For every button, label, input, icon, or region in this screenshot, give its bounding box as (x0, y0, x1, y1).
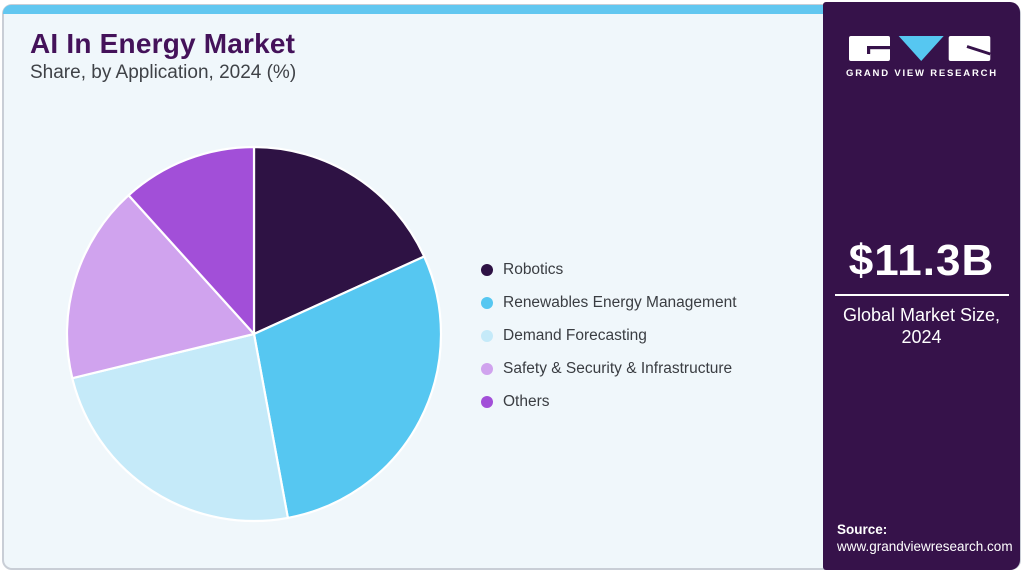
legend-item-renewables-energy-management: Renewables Energy Management (481, 286, 737, 319)
chart-subtitle: Share, by Application, 2024 (%) (30, 62, 297, 83)
legend-dot-demand-forecasting (481, 329, 493, 342)
legend-label: Robotics (503, 260, 564, 278)
gvr-logo-icon: GRAND VIEW RESEARCH (846, 36, 998, 79)
legend-label: Safety & Security & Infrastructure (503, 359, 733, 377)
legend-dot-robotics (481, 263, 493, 276)
sidebar: GRAND VIEW RESEARCH $11.3B Global Market… (823, 2, 1020, 570)
legend-item-robotics: Robotics (481, 253, 737, 286)
market-size-caption-line1: Global Market Size, (842, 305, 1001, 325)
pie-chart (62, 142, 446, 526)
legend-label: Others (503, 392, 550, 410)
market-size-caption-line2: 2024 (901, 326, 942, 347)
legend: Robotics Renewables Energy Management De… (481, 253, 737, 418)
legend-item-others: Others (481, 385, 737, 418)
legend-item-safety-security-infrastructure: Safety & Security & Infrastructure (481, 352, 737, 385)
market-size-divider (834, 294, 1009, 296)
pie-chart-svg (65, 145, 443, 523)
source-block: Source: www.grandviewresearch.com (837, 522, 1013, 554)
pie-slice-renewables-energy-management (252, 255, 443, 519)
market-size-value: $11.3B (848, 236, 995, 285)
pie-slice-safety-security-infrastructure (65, 194, 256, 380)
source-url: www.grandviewresearch.com (837, 539, 1013, 554)
legend-dot-others (481, 395, 493, 408)
legend-label: Renewables Energy Management (503, 293, 737, 311)
pie-slice-others (127, 145, 256, 336)
gvr-logo: GRAND VIEW RESEARCH (837, 26, 1007, 89)
gvr-logo-text: GRAND VIEW RESEARCH (846, 68, 998, 79)
legend-label: Demand Forecasting (503, 326, 647, 344)
chart-title: AI In Energy Market (30, 28, 296, 59)
pie-slice-demand-forecasting (71, 332, 289, 523)
legend-dot-renewables-energy-management (481, 296, 493, 309)
market-size-block: $11.3B Global Market Size, 2024 (823, 236, 1020, 349)
legend-item-demand-forecasting: Demand Forecasting (481, 319, 737, 352)
legend-dot-safety-security-infrastructure (481, 362, 493, 375)
pie-slice-robotics (252, 145, 426, 336)
market-size-caption: Global Market Size, 2024 (823, 305, 1020, 349)
source-label: Source: (837, 522, 888, 537)
top-accent-bar (3, 5, 1020, 14)
